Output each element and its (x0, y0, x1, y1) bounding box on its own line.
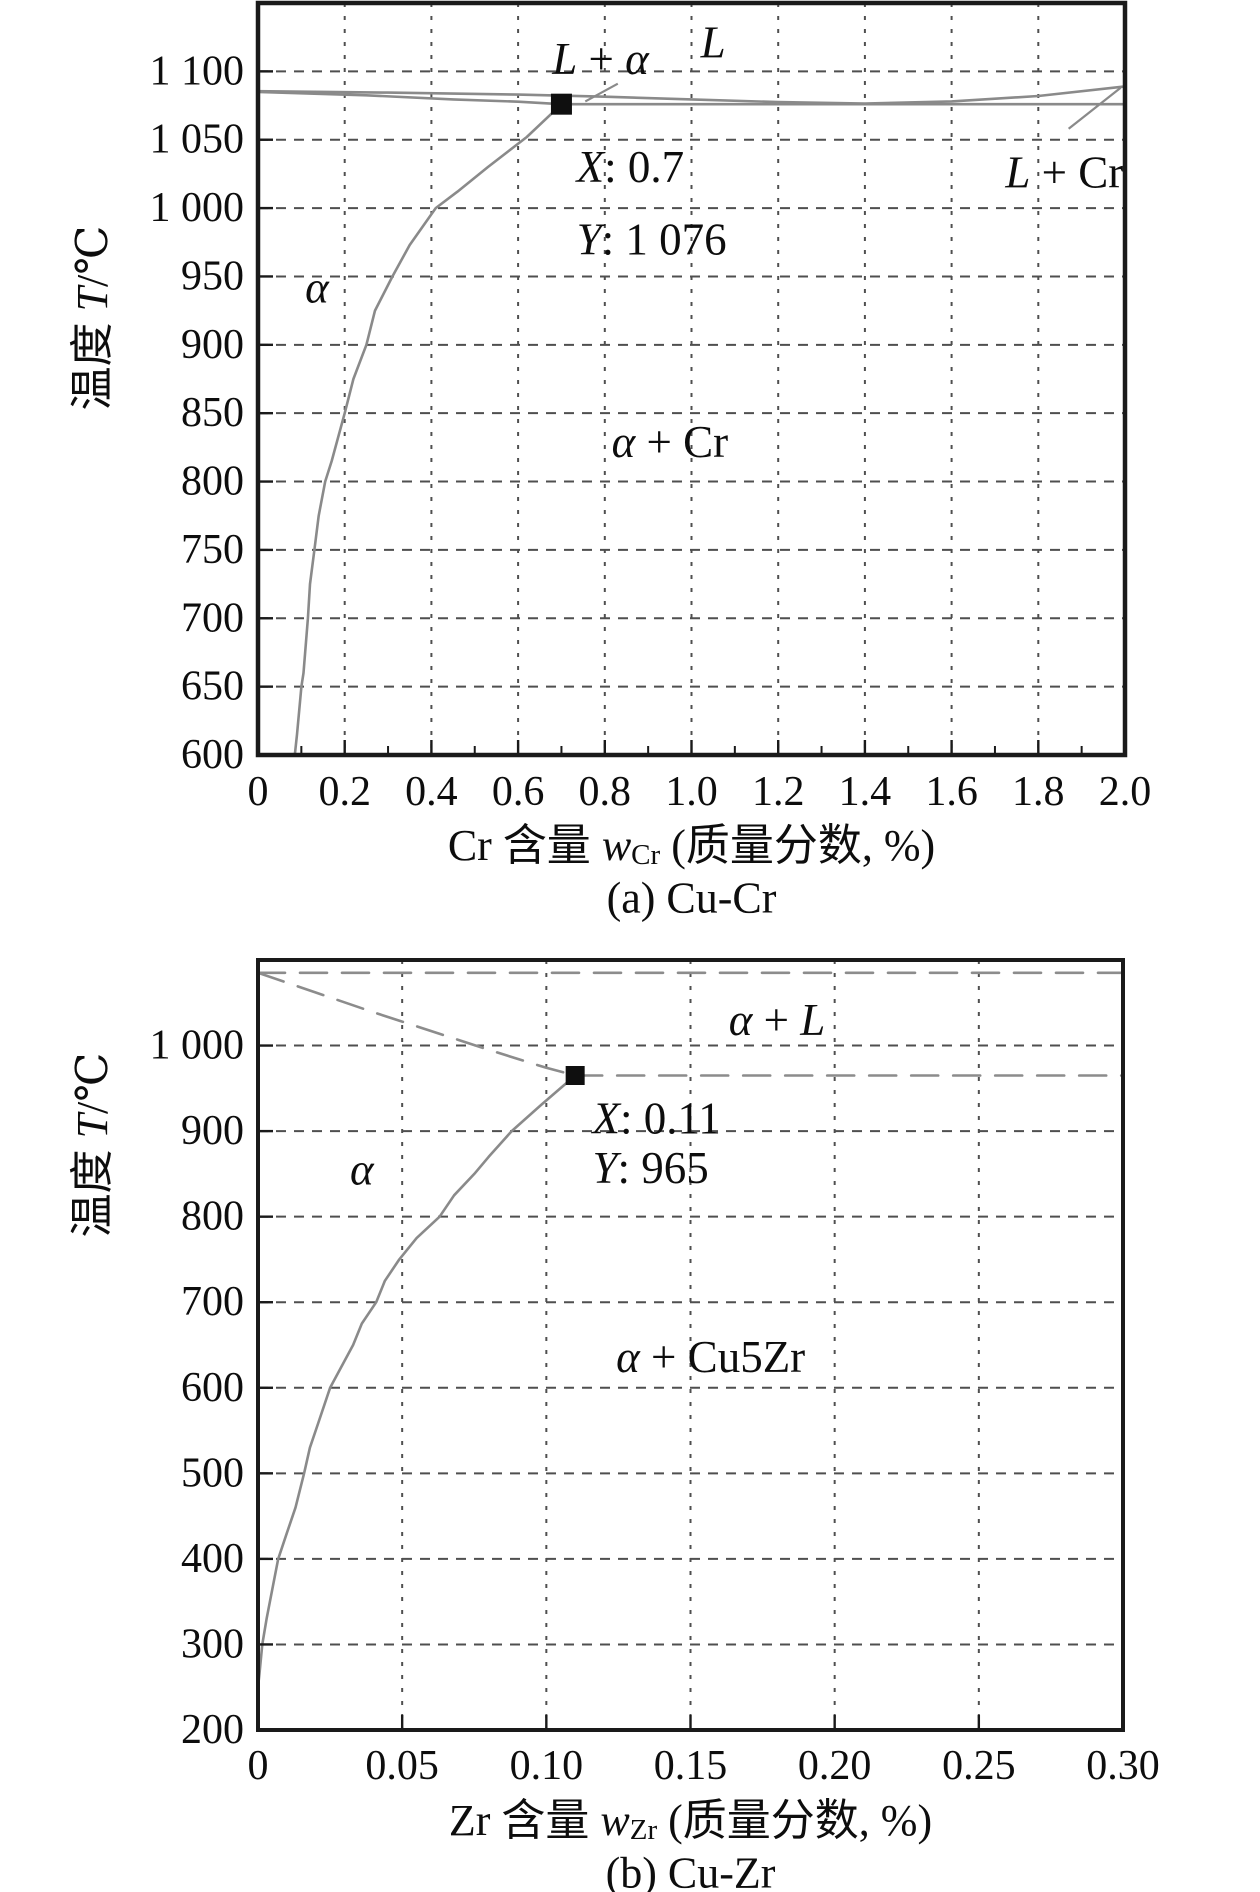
label-region-L-alpha: L + α (551, 34, 650, 84)
y-tick-label: 800 (181, 1194, 244, 1240)
y-tick-label: 1 050 (150, 117, 245, 163)
y-tick-label: 1 100 (150, 48, 245, 94)
x-tick-label: 1.2 (752, 769, 805, 815)
label-region-alpha: α (305, 262, 330, 312)
series-alpha-solvus (256, 1074, 577, 1689)
y-tick-label: 200 (181, 1707, 244, 1753)
x-axis-title: Zr 含量 wZr (质量分数, %) (449, 1796, 932, 1847)
data-point-marker (550, 93, 572, 115)
x-tick-label: 0.20 (798, 1743, 872, 1789)
x-axis-title: Cr 含量 wCr (质量分数, %) (448, 821, 935, 872)
y-tick-label: 950 (181, 253, 244, 299)
label-marker-y-value: Y: 965 (592, 1143, 708, 1193)
x-tick-label: 0.2 (318, 769, 371, 815)
subplot-caption: (a) Cu-Cr (607, 874, 777, 923)
series-alpha-solvus (293, 102, 563, 757)
x-tick-label: 1.4 (839, 769, 892, 815)
label-region-alpha: α (350, 1145, 375, 1195)
series-liquidus (256, 85, 1127, 105)
y-tick-label: 800 (181, 459, 244, 505)
y-axis-title: 温度 T/℃ (68, 226, 117, 411)
y-tick-label: 1 000 (150, 1023, 245, 1069)
x-tick-label: 2.0 (1099, 769, 1152, 815)
x-tick-label: 0.8 (579, 769, 632, 815)
label-region-alpha-Cr: α + Cr (612, 417, 729, 467)
label-region-alpha-Cu5Zr: α + Cu5Zr (616, 1332, 805, 1382)
label-marker-y-value: Y: 1 076 (577, 215, 727, 265)
x-tick-label: 0.6 (492, 769, 545, 815)
x-tick-label: 1.8 (1012, 769, 1065, 815)
x-tick-label: 0.10 (510, 1743, 584, 1789)
x-tick-label: 1.0 (665, 769, 718, 815)
x-tick-label: 0.30 (1086, 1743, 1160, 1789)
label-marker-x-value: X: 0.7 (575, 142, 685, 192)
x-tick-label: 0.05 (365, 1743, 439, 1789)
x-tick-label: 0.15 (654, 1743, 728, 1789)
y-tick-label: 700 (181, 595, 244, 641)
label-region-L-Cr: L + Cr (1004, 148, 1123, 198)
x-tick-label: 0 (248, 769, 269, 815)
subplot-caption: (b) Cu-Zr (606, 1849, 776, 1892)
y-tick-label: 900 (181, 1108, 244, 1154)
x-tick-label: 1.6 (925, 769, 978, 815)
y-tick-label: 600 (181, 1365, 244, 1411)
y-tick-label: 650 (181, 664, 244, 710)
label-region-alpha-L: α + L (729, 995, 826, 1045)
y-tick-label: 300 (181, 1621, 244, 1667)
series-solidus (256, 90, 563, 106)
x-tick-label: 0.4 (405, 769, 458, 815)
y-tick-label: 900 (181, 322, 244, 368)
y-tick-label: 700 (181, 1279, 244, 1325)
x-tick-label: 0 (248, 1743, 269, 1789)
leader-L-alpha (584, 82, 619, 103)
data-point-marker (565, 1066, 585, 1085)
y-tick-label: 400 (181, 1536, 244, 1582)
series-liquidus (256, 971, 577, 1077)
y-tick-label: 750 (181, 527, 244, 573)
label-marker-x-value: X: 0.11 (590, 1093, 720, 1143)
leader-L-Cr (1067, 86, 1122, 130)
x-tick-label: 0.25 (942, 1743, 1016, 1789)
y-tick-label: 1 000 (150, 185, 245, 231)
y-tick-label: 850 (181, 390, 244, 436)
label-region-L: L (700, 18, 726, 68)
y-axis-title: 温度 T/℃ (68, 1053, 117, 1238)
y-tick-label: 500 (181, 1450, 244, 1496)
y-tick-label: 600 (181, 732, 244, 778)
